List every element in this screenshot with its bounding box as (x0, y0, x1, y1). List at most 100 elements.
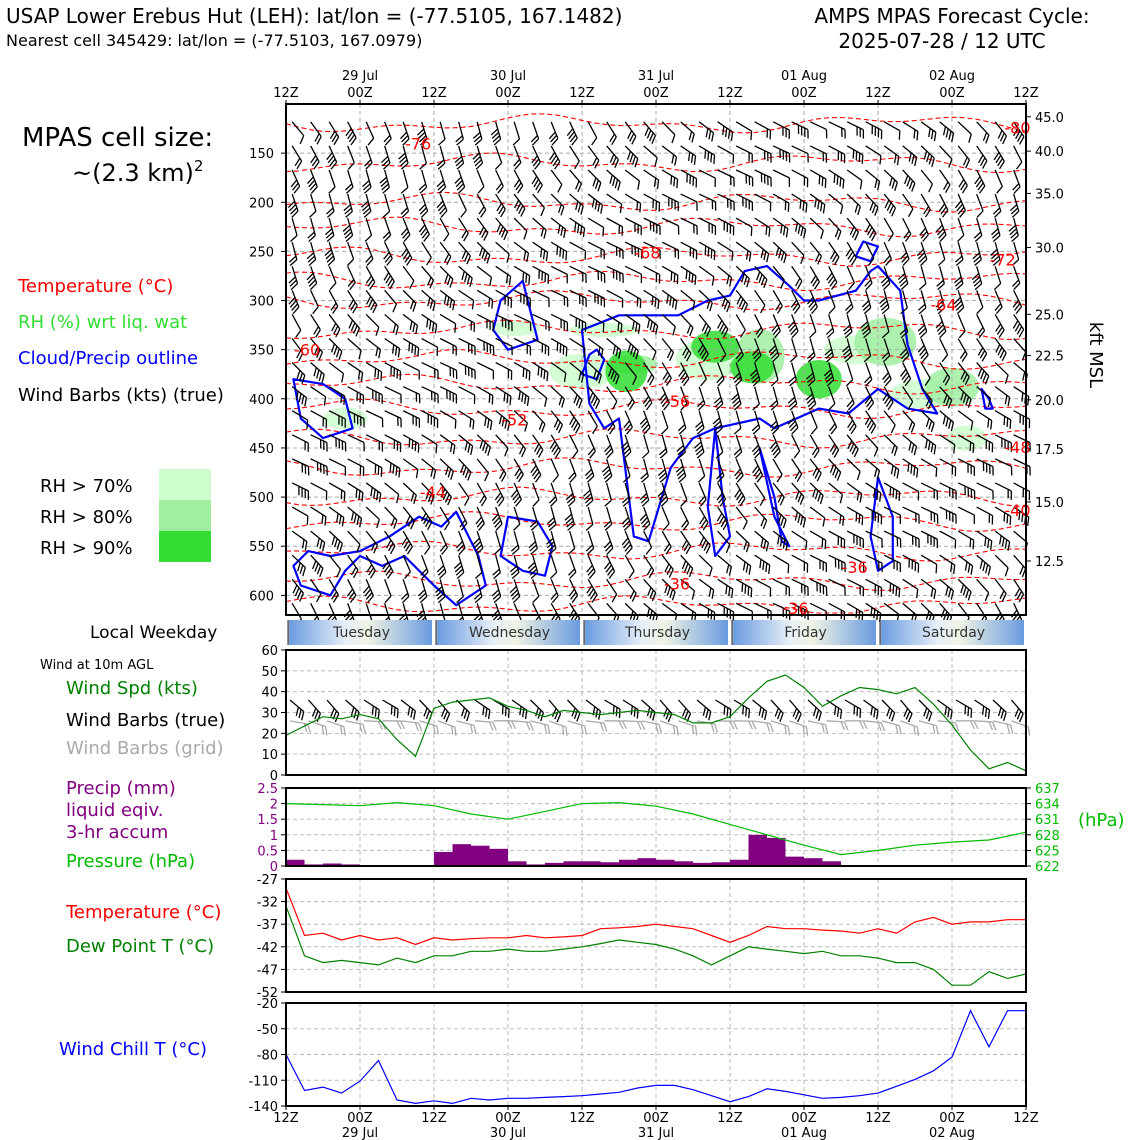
y-tick-label: 1.5 (257, 813, 278, 828)
barb-flag (574, 222, 577, 232)
barb-flag (443, 294, 447, 304)
barb-flag (869, 201, 874, 211)
y-tick-label: -42 (257, 941, 278, 956)
barb-flag (444, 273, 449, 283)
barb-flag (714, 178, 716, 188)
barb-flag (819, 202, 823, 212)
barb-flag (688, 131, 693, 141)
barb-flag (784, 201, 787, 211)
barb-flag (760, 304, 766, 314)
barb-staff (883, 121, 901, 132)
barb-flag (631, 245, 633, 255)
barb-staff (717, 338, 727, 355)
barb-flag (755, 326, 762, 335)
barb-flag (974, 283, 983, 291)
wind-barb (512, 121, 521, 146)
wind-barb (379, 169, 390, 194)
kft-tick-label: 40.0 (1035, 145, 1064, 160)
barb-flag (788, 376, 796, 384)
barb-flag (467, 343, 470, 353)
barb-flag (701, 322, 707, 332)
barb-flag (727, 129, 731, 139)
wind-barb (347, 266, 356, 291)
wind-barb (772, 217, 789, 238)
barb-flag (973, 231, 982, 239)
y-tick-label: -20 (257, 997, 278, 1012)
barb-staff (513, 313, 531, 323)
wind-barb (454, 145, 465, 170)
temperature-label: -68 (634, 243, 660, 262)
wind-barb (661, 145, 678, 166)
barb-flag (1012, 279, 1020, 287)
barb-flag (765, 225, 768, 235)
barb-flag (717, 378, 725, 387)
barb-flag (423, 234, 430, 242)
barb-flag (931, 157, 935, 167)
barb-flag (898, 276, 907, 284)
barb-staff (661, 217, 679, 227)
kft-tick-label: 12.5 (1035, 555, 1064, 570)
wind-barb (513, 169, 524, 194)
wind-barb (991, 217, 1001, 242)
barb-flag (469, 277, 473, 287)
temperature-label: -56 (664, 392, 690, 411)
barb-flag (999, 349, 1005, 359)
barb-flag (957, 206, 965, 215)
rh-shading (795, 359, 842, 399)
barb-flag (1029, 466, 1031, 476)
barb-flag (640, 274, 643, 284)
barb-flag (289, 259, 298, 267)
wind-barb (976, 290, 984, 315)
barb-flag (992, 259, 1001, 267)
barb-flag (805, 372, 814, 380)
barb-flag (833, 173, 836, 183)
barb-flag (867, 257, 875, 266)
barb-flag (767, 176, 769, 186)
wind-barb (550, 193, 565, 216)
barb-flag (563, 228, 567, 238)
barb-flag (723, 300, 729, 310)
barb-flag (763, 150, 766, 160)
barb-flag (474, 159, 482, 167)
barb-flag (897, 272, 906, 281)
wind-barb (291, 362, 306, 385)
barb-flag (885, 258, 892, 266)
chart-marks: 15020025030035040045050055060045.040.035… (248, 69, 1063, 1140)
wind-barb (754, 145, 772, 163)
barb-flag (584, 322, 587, 332)
barb-flag (803, 229, 807, 239)
legend-dewpoint: Dew Point T (°C) (66, 936, 214, 957)
barb-staff (421, 145, 427, 164)
wind-barb (548, 121, 559, 146)
barb-flag (901, 255, 909, 263)
wind-barb (402, 337, 420, 357)
barb-flag (741, 273, 745, 283)
barb-flag (678, 368, 685, 377)
wind-barb (1013, 121, 1025, 145)
barb-flag (330, 302, 337, 311)
barb-flag (700, 378, 707, 387)
wind-barb (864, 362, 873, 387)
wind-barb (324, 217, 335, 242)
wind-barb (976, 314, 986, 339)
barb-flag (685, 270, 688, 280)
wind-barb (550, 362, 567, 382)
wind-barb (661, 169, 679, 189)
wind-barb (569, 217, 586, 238)
wind-barb (735, 265, 750, 288)
barb-flag (637, 180, 641, 190)
barb-flag (884, 199, 890, 209)
barb-flag (563, 320, 565, 330)
barb-flag (787, 202, 790, 212)
barb-flag (812, 278, 819, 287)
barb-staff (384, 289, 397, 305)
barb-flag (861, 324, 869, 332)
barb-flag (998, 161, 1005, 170)
barb-staff (458, 193, 467, 211)
barb-flag (290, 207, 298, 215)
barb-flag (977, 182, 984, 191)
barb-flag (412, 302, 417, 312)
wind-barb (749, 362, 761, 387)
barb-flag (409, 280, 415, 290)
barb-staff (550, 265, 568, 275)
